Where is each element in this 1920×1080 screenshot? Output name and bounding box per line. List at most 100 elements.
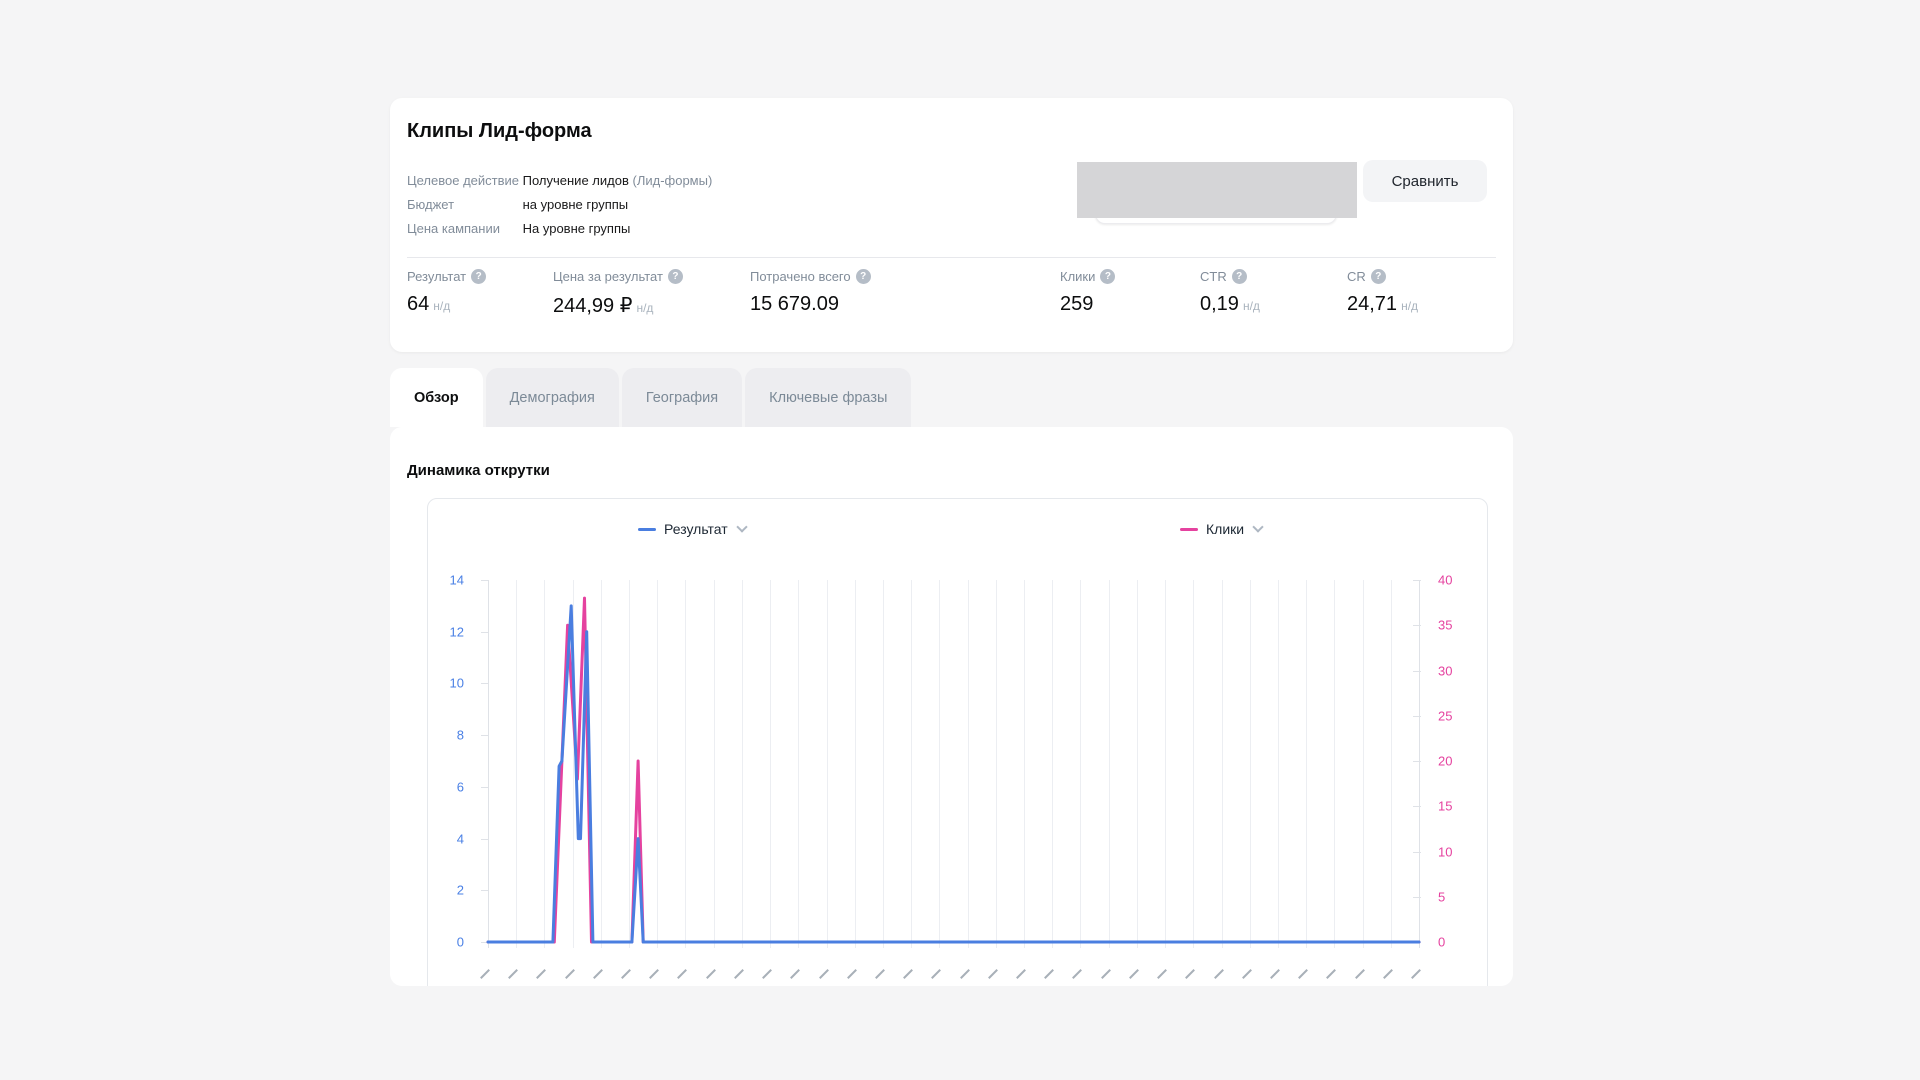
metric-label: CR bbox=[1347, 269, 1366, 284]
y-right-label: 35 bbox=[1438, 618, 1478, 633]
x-axis-label-stub bbox=[1157, 969, 1167, 979]
campaign-header-card: Клипы Лид-форма Целевое действие Получен… bbox=[390, 98, 1513, 352]
y-left-label: 8 bbox=[428, 728, 464, 743]
metric-clicks: Клики? 259 bbox=[1060, 269, 1115, 316]
series-line-Результат bbox=[488, 606, 1419, 942]
metric-ctr: CTR? 0,19н/д bbox=[1200, 269, 1260, 316]
x-axis-label-stub bbox=[1270, 969, 1280, 979]
overview-content-card: Динамика открутки Результат Клики 14 12 10… bbox=[390, 427, 1513, 986]
tab-key-phrases[interactable]: Ключевые фразы bbox=[745, 368, 911, 427]
y-right-label: 10 bbox=[1438, 844, 1478, 859]
x-axis-label-stub bbox=[988, 969, 998, 979]
x-axis-label-stub bbox=[931, 969, 941, 979]
y-left-label: 12 bbox=[428, 624, 464, 639]
help-icon[interactable]: ? bbox=[1371, 269, 1386, 284]
y-right-label: 40 bbox=[1438, 573, 1478, 588]
tab-overview[interactable]: Обзор bbox=[390, 368, 483, 427]
x-axis-label-stub bbox=[1355, 969, 1365, 979]
info-note: (Лид-формы) bbox=[632, 173, 712, 188]
y-right-label: 20 bbox=[1438, 754, 1478, 769]
chart-section-title: Динамика открутки bbox=[407, 462, 550, 479]
x-axis-label-stub bbox=[819, 969, 829, 979]
x-axis-label-stub bbox=[1073, 969, 1083, 979]
legend-result-selector[interactable]: Результат bbox=[638, 521, 746, 537]
x-axis-label-stub bbox=[1242, 969, 1252, 979]
x-axis-label-stub bbox=[706, 969, 716, 979]
metric-total-spent: Потрачено всего? 15 679.09 bbox=[750, 269, 871, 316]
x-axis-label-stub bbox=[1101, 969, 1111, 979]
info-value: Получение лидов bbox=[523, 173, 629, 188]
help-icon[interactable]: ? bbox=[668, 269, 683, 284]
dynamics-chart-panel: Результат Клики 141210864204035302520151… bbox=[427, 498, 1488, 986]
metric-value: 259 bbox=[1060, 293, 1115, 316]
info-label: Бюджет bbox=[407, 197, 519, 213]
x-axis-label-stub bbox=[875, 969, 885, 979]
metric-value: 244,99 ₽н/д bbox=[553, 293, 683, 318]
y-left-label: 0 bbox=[428, 935, 464, 950]
x-axis-label-stub bbox=[1411, 969, 1421, 979]
info-row-budget: Бюджет на уровне группы bbox=[407, 197, 628, 213]
legend-clicks-selector[interactable]: Клики bbox=[1180, 521, 1262, 537]
metric-label: Клики bbox=[1060, 269, 1095, 284]
x-axis-label-stub bbox=[536, 969, 546, 979]
x-axis-label-stub bbox=[593, 969, 603, 979]
x-axis-label-stub bbox=[847, 969, 857, 979]
metric-label: CTR bbox=[1200, 269, 1227, 284]
compare-button[interactable]: Сравнить bbox=[1363, 160, 1487, 202]
info-label: Целевое действие bbox=[407, 173, 519, 189]
redacted-region bbox=[1077, 162, 1357, 218]
chart-lines bbox=[488, 580, 1419, 942]
x-axis-label-stub bbox=[480, 969, 490, 979]
y-right-label: 5 bbox=[1438, 889, 1478, 904]
x-axis-label-stub bbox=[1129, 969, 1139, 979]
info-row-target-action: Целевое действие Получение лидов (Лид-фо… bbox=[407, 173, 712, 189]
x-axis-label-stub bbox=[734, 969, 744, 979]
header-divider bbox=[407, 257, 1496, 258]
legend-dash-result bbox=[638, 528, 656, 531]
x-axis-label-stub bbox=[1298, 969, 1308, 979]
x-axis-label-stub bbox=[1214, 969, 1224, 979]
y-left-label: 2 bbox=[428, 883, 464, 898]
metric-label: Потрачено всего bbox=[750, 269, 851, 284]
x-axis-label-stub bbox=[649, 969, 659, 979]
y-right-label: 0 bbox=[1438, 935, 1478, 950]
y-left-label: 10 bbox=[428, 676, 464, 691]
help-icon[interactable]: ? bbox=[1232, 269, 1247, 284]
metric-label: Цена за результат bbox=[553, 269, 663, 284]
tab-demography[interactable]: Демография bbox=[486, 368, 619, 427]
help-icon[interactable]: ? bbox=[1100, 269, 1115, 284]
metric-value: 64н/д bbox=[407, 293, 486, 316]
help-icon[interactable]: ? bbox=[471, 269, 486, 284]
x-axis-label-stub bbox=[1016, 969, 1026, 979]
tab-geography[interactable]: География bbox=[622, 368, 742, 427]
x-axis-label-stub bbox=[508, 969, 518, 979]
help-icon[interactable]: ? bbox=[856, 269, 871, 284]
info-value: На уровне группы bbox=[523, 221, 631, 236]
y-right-label: 25 bbox=[1438, 708, 1478, 723]
x-axis-label-stub bbox=[1326, 969, 1336, 979]
y-left-label: 4 bbox=[428, 831, 464, 846]
y-left-label: 14 bbox=[428, 573, 464, 588]
info-row-campaign-price: Цена кампании На уровне группы bbox=[407, 221, 630, 237]
info-value: на уровне группы bbox=[523, 197, 629, 212]
x-axis-label-stub bbox=[1185, 969, 1195, 979]
x-axis-label-stub bbox=[790, 969, 800, 979]
metric-label: Результат bbox=[407, 269, 466, 284]
legend-dash-clicks bbox=[1180, 528, 1198, 531]
chevron-down-icon bbox=[736, 521, 747, 532]
y-right-label: 15 bbox=[1438, 799, 1478, 814]
stats-tabs: Обзор Демография География Ключевые фраз… bbox=[390, 368, 911, 427]
x-axis-label-stub bbox=[1383, 969, 1393, 979]
x-axis-label-stub bbox=[903, 969, 913, 979]
series-line-Клики bbox=[488, 598, 1419, 942]
legend-label: Клики bbox=[1206, 521, 1244, 537]
metric-value: 15 679.09 bbox=[750, 293, 871, 316]
x-axis-label-stub bbox=[565, 969, 575, 979]
metric-cr: CR? 24,71н/д bbox=[1347, 269, 1418, 316]
campaign-title: Клипы Лид-форма bbox=[407, 120, 592, 143]
campaign-stats-page: Клипы Лид-форма Целевое действие Получен… bbox=[0, 0, 1920, 1080]
metric-result: Результат? 64н/д bbox=[407, 269, 486, 316]
chevron-down-icon bbox=[1252, 521, 1263, 532]
metric-cost-per-result: Цена за результат? 244,99 ₽н/д bbox=[553, 269, 683, 318]
x-gridline bbox=[1419, 580, 1420, 948]
